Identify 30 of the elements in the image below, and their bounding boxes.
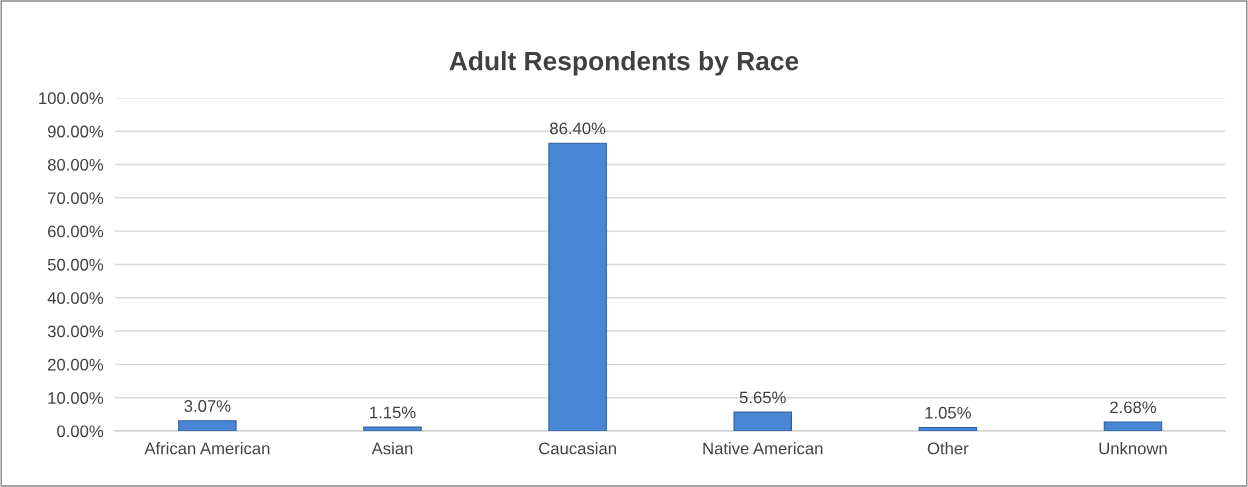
- y-tick-label: 70.00%: [48, 192, 104, 205]
- y-tick-label: 90.00%: [47, 125, 104, 138]
- x-tick-label: Other: [927, 442, 969, 455]
- data-label: 2.68%: [1110, 401, 1157, 414]
- bar: [548, 142, 607, 431]
- data-label: 5.65%: [739, 391, 786, 404]
- x-tick-label: Native American: [703, 442, 823, 455]
- bar: [733, 411, 792, 431]
- x-tick-label: Unknown: [1099, 442, 1167, 455]
- bar: [363, 426, 422, 431]
- x-tick-label: Asian: [371, 442, 413, 455]
- y-tick-label: 0.00%: [57, 425, 104, 438]
- x-tick-label: African American: [144, 442, 270, 455]
- y-tick-label: 50.00%: [47, 258, 104, 271]
- bar: [178, 420, 237, 431]
- data-label: 86.40%: [550, 122, 606, 135]
- bar: [1103, 421, 1163, 431]
- data-label: 3.07%: [184, 400, 231, 412]
- y-tick-label: 20.00%: [48, 358, 104, 371]
- y-tick-label: 60.00%: [48, 225, 104, 238]
- x-tick-label: Caucasian: [539, 442, 616, 455]
- y-tick-label: 100.00%: [39, 92, 104, 105]
- bar: [918, 426, 978, 431]
- data-label: 1.05%: [925, 406, 971, 419]
- y-tick-label: 10.00%: [48, 392, 104, 404]
- chart-title: Adult Respondents by Race: [449, 51, 799, 76]
- y-tick-label: 40.00%: [47, 292, 104, 304]
- y-tick-label: 80.00%: [47, 158, 104, 171]
- data-label: 1.15%: [370, 406, 416, 419]
- y-tick-label: 30.00%: [47, 325, 104, 338]
